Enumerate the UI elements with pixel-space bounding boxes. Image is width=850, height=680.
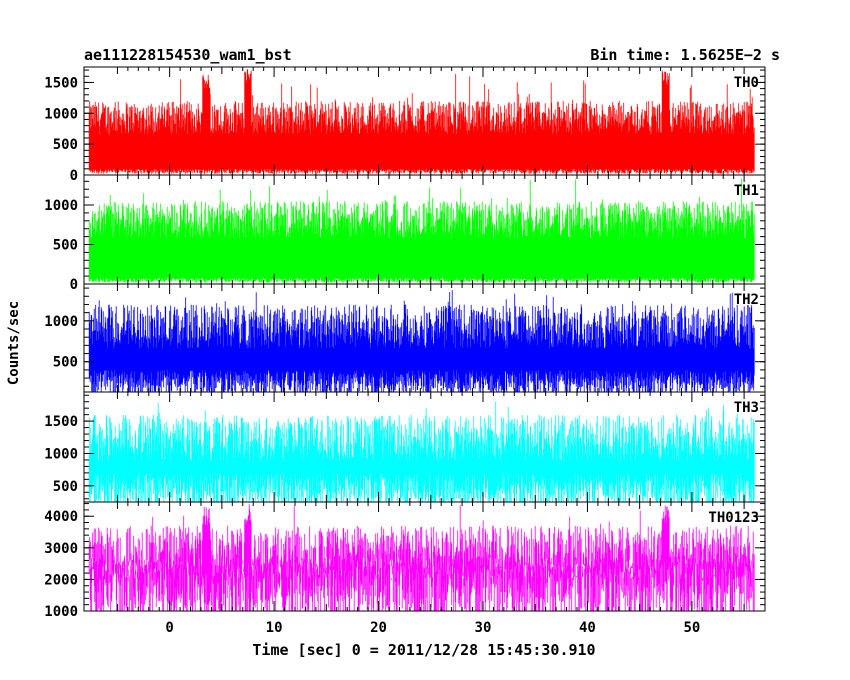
- y-tick-label: 3000: [44, 541, 78, 557]
- x-tick-label: 40: [579, 620, 596, 636]
- y-tick-label: 2000: [44, 572, 78, 588]
- y-tick-label: 1000: [44, 198, 78, 214]
- panel-label: TH1: [734, 183, 759, 199]
- panel-label: TH3: [734, 400, 759, 416]
- y-tick-label: 4000: [44, 509, 78, 525]
- panel-label: TH2: [734, 292, 759, 308]
- figure-title: ae111228154530_wam1_bst: [84, 46, 292, 64]
- x-tick-label: 20: [370, 620, 387, 636]
- y-tick-label: 500: [53, 137, 78, 153]
- series-th0: [88, 69, 755, 174]
- y-tick-label: 500: [53, 479, 78, 495]
- y-tick-label: 500: [53, 238, 78, 254]
- y-tick-label: 1000: [44, 446, 78, 462]
- series-th2: [88, 290, 755, 392]
- y-tick-label: 1500: [44, 414, 78, 430]
- series-th3: [88, 401, 755, 502]
- series-th1: [88, 178, 755, 283]
- panel-th2: 500 1000 TH2: [44, 283, 766, 393]
- x-tick-label: 30: [475, 620, 492, 636]
- series-th0123: [88, 504, 755, 611]
- y-tick-label: 1000: [44, 106, 78, 122]
- panel-th1: 0 500 1000 TH1: [44, 174, 766, 293]
- y-axis-label: Counts/sec: [6, 301, 22, 385]
- panel-frame: [83, 501, 766, 612]
- panel-label: TH0123: [708, 510, 759, 526]
- y-tick-label: 1000: [44, 314, 78, 330]
- panel-th3: 500 1000 1500 TH3: [44, 391, 766, 503]
- x-axis-label: Time [sec] 0 = 2011/12/28 15:45:30.910: [252, 641, 595, 659]
- panel-th0123: 1000 2000 3000 4000 TH0123: [44, 501, 766, 620]
- panel-th0: 0 500 1000 1500 TH0: [44, 66, 766, 184]
- y-tick-label: 500: [53, 355, 78, 371]
- y-tick-label: 1000: [44, 604, 78, 620]
- bin-time-label: Bin time: 1.5625E−2 s: [590, 46, 780, 64]
- x-tick-label: 10: [266, 620, 283, 636]
- panel-label: TH0: [734, 75, 759, 91]
- x-tick-label: 50: [683, 620, 700, 636]
- y-tick-label: 1500: [44, 75, 78, 91]
- y-tick-label: 0: [70, 277, 78, 293]
- x-tick-label: 0: [165, 620, 173, 636]
- y-tick-label: 0: [70, 168, 78, 184]
